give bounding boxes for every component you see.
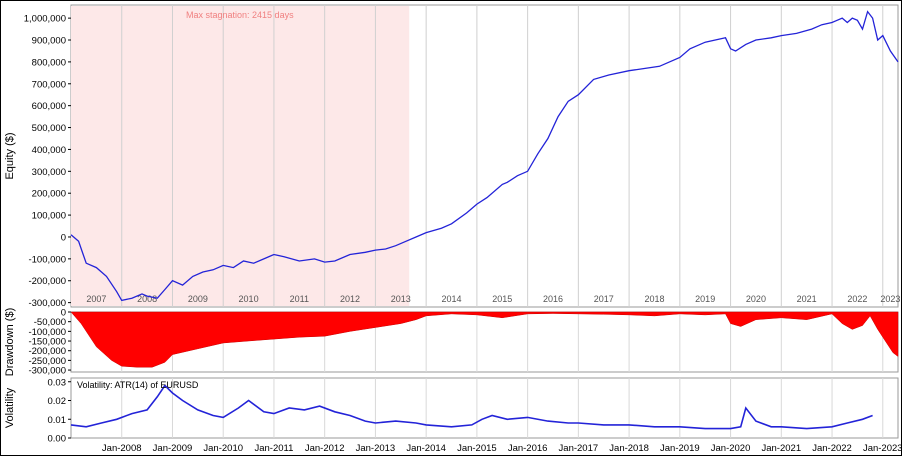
x-tick-label: Jan-2013: [356, 443, 396, 454]
x-tick-label: Jan-2018: [609, 443, 649, 454]
drawdown-tick-label: -50,000: [34, 317, 66, 328]
volatility-series: [70, 384, 873, 430]
drawdown-y-axis-label: Drawdown ($): [4, 308, 16, 376]
equity-tick-label: 900,000: [32, 36, 66, 47]
volatility-plot-area: [70, 377, 899, 439]
year-label: 2022: [847, 294, 867, 304]
x-tick-label: Jan-2022: [812, 443, 852, 454]
stagnation-shade: [71, 6, 410, 306]
volatility-line: [70, 384, 873, 430]
x-tick-label: Jan-2021: [761, 443, 801, 454]
drawdown-tick-label: -100,000: [28, 327, 66, 338]
equity-panel: Max stagnation: 2415 days 1,000,000 900,0…: [4, 4, 900, 309]
x-tick-label: Jan-2010: [203, 443, 243, 454]
volatility-panel: 0.03 0.02 0.01 0.00 Volatility: ATR(14) of …: [4, 377, 902, 454]
x-tick-label: Jan-2015: [457, 443, 497, 454]
x-tick-label: Jan-2009: [153, 443, 193, 454]
equity-y-axis-label: Equity ($): [4, 132, 16, 179]
year-label: 2015: [492, 294, 512, 304]
drawdown-tick-label: -200,000: [28, 346, 66, 357]
year-label: 2008: [137, 294, 157, 304]
equity-tick-label: 500,000: [32, 123, 66, 134]
volatility-tick-label: 0.00: [48, 434, 67, 445]
x-tick-label: Jan-2016: [508, 443, 548, 454]
drawdown-y-ticks: 0-50,000-100,000-150,000-200,000-250,000…: [28, 308, 71, 377]
equity-tick-label: -100,000: [28, 254, 66, 265]
equity-tick-label: 600,000: [32, 101, 66, 112]
equity-line: [70, 10, 899, 302]
drawdown-tick-label: 0: [61, 308, 66, 319]
year-label: 2023: [880, 294, 900, 304]
year-label: 2016: [543, 294, 563, 304]
year-label: 2010: [239, 294, 259, 304]
year-label: 2019: [695, 294, 715, 304]
x-tick-label: Jan-2012: [305, 443, 345, 454]
equity-tick-label: 0: [61, 232, 66, 243]
drawdown-area: [70, 311, 899, 368]
year-label: 2021: [797, 294, 817, 304]
x-tick-label: Jan-2008: [102, 443, 142, 454]
year-label: 2014: [442, 294, 462, 304]
year-label: 2007: [86, 294, 106, 304]
year-label: 2020: [746, 294, 766, 304]
equity-tick-label: 700,000: [32, 79, 66, 90]
stagnation-region: [71, 6, 410, 306]
equity-tick-label: 800,000: [32, 57, 66, 68]
equity-year-labels: 2007 2008 2009 2010 2011 2012 2013 2014 2015 2016…: [86, 294, 900, 304]
drawdown-panel: 0-50,000-100,000-150,000-200,000-250,000…: [4, 308, 899, 377]
x-tick-label: Jan-2017: [559, 443, 599, 454]
equity-tick-label: -300,000: [28, 298, 66, 309]
volatility-tick-label: 0.01: [48, 415, 67, 426]
year-label: 2012: [340, 294, 360, 304]
volatility-x-tick-labels: Jan-2008 Jan-2009 Jan-2010 Jan-2011 Jan-2012…: [102, 443, 902, 454]
equity-tick-label: 400,000: [32, 145, 66, 156]
x-tick-label: Jan-2014: [406, 443, 446, 454]
equity-series: [70, 10, 899, 302]
drawdown-tick-label: -300,000: [28, 366, 66, 377]
equity-tick-label: 300,000: [32, 167, 66, 178]
x-tick-label: Jan-2020: [711, 443, 751, 454]
volatility-legend: Volatility: ATR(14) of EURUSD: [77, 380, 199, 390]
year-label: 2009: [188, 294, 208, 304]
drawdown-series: [70, 311, 899, 368]
stagnation-annotation: Max stagnation: 2415 days: [186, 10, 294, 20]
equity-tick-label: 100,000: [32, 211, 66, 222]
x-tick-label: Jan-2023: [863, 443, 901, 454]
year-label: 2017: [594, 294, 614, 304]
volatility-y-axis-label: Volatility: [4, 387, 16, 428]
equity-gridlines: [121, 5, 884, 307]
year-label: 2018: [644, 294, 664, 304]
x-tick-label: Jan-2011: [254, 443, 293, 454]
equity-tick-label: 200,000: [32, 189, 66, 200]
volatility-y-ticks: 0.03 0.02 0.01 0.00: [48, 377, 71, 445]
equity-tick-label: 1,000,000: [24, 14, 66, 25]
drawdown-tick-label: -150,000: [28, 337, 66, 348]
year-label: 2013: [391, 294, 411, 304]
x-tick-label: Jan-2019: [660, 443, 700, 454]
year-label: 2011: [290, 294, 309, 304]
volatility-tick-label: 0.02: [48, 396, 67, 407]
equity-y-ticks: 1,000,000 900,000 800,000 700,000 600,000 500…: [24, 14, 71, 309]
equity-tick-label: -200,000: [28, 276, 66, 287]
volatility-tick-label: 0.03: [48, 377, 67, 388]
drawdown-tick-label: -250,000: [28, 356, 66, 367]
